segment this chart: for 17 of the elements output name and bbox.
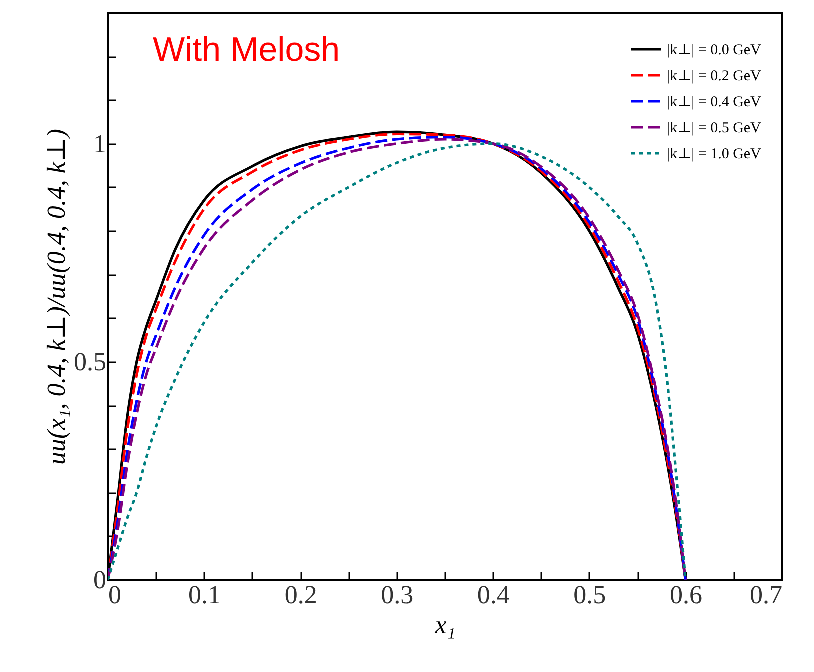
legend-label: |k⊥| = 1.0 GeV xyxy=(667,146,762,162)
legend-label: |k⊥| = 0.2 GeV xyxy=(667,68,762,84)
y-tick-label: 0.5 xyxy=(74,347,106,376)
x-tick-label: 0.3 xyxy=(381,580,414,610)
x-tick-label: 0.5 xyxy=(574,580,606,610)
legend-label: |k⊥| = 0.4 GeV xyxy=(667,94,762,110)
annotation: With Melosh xyxy=(153,31,340,69)
x-tick-label: 0.7 xyxy=(750,580,782,610)
legend-label: |k⊥| = 0.0 GeV xyxy=(667,42,762,58)
x-tick-label: 0.2 xyxy=(284,580,318,610)
y-axis-title: uu(x₁, 0.4, k⊥)/uu(0.4, 0.4, k⊥) xyxy=(42,129,71,465)
legend-label: |k⊥| = 0.5 GeV xyxy=(667,120,762,136)
x-axis-title: x₁ xyxy=(434,610,456,640)
y-tick-label: 1 xyxy=(94,129,106,158)
x-tick-label: 0.4 xyxy=(477,580,510,610)
x-tick-label: 0.1 xyxy=(188,580,222,610)
x-tick-label: 0.6 xyxy=(670,580,702,610)
